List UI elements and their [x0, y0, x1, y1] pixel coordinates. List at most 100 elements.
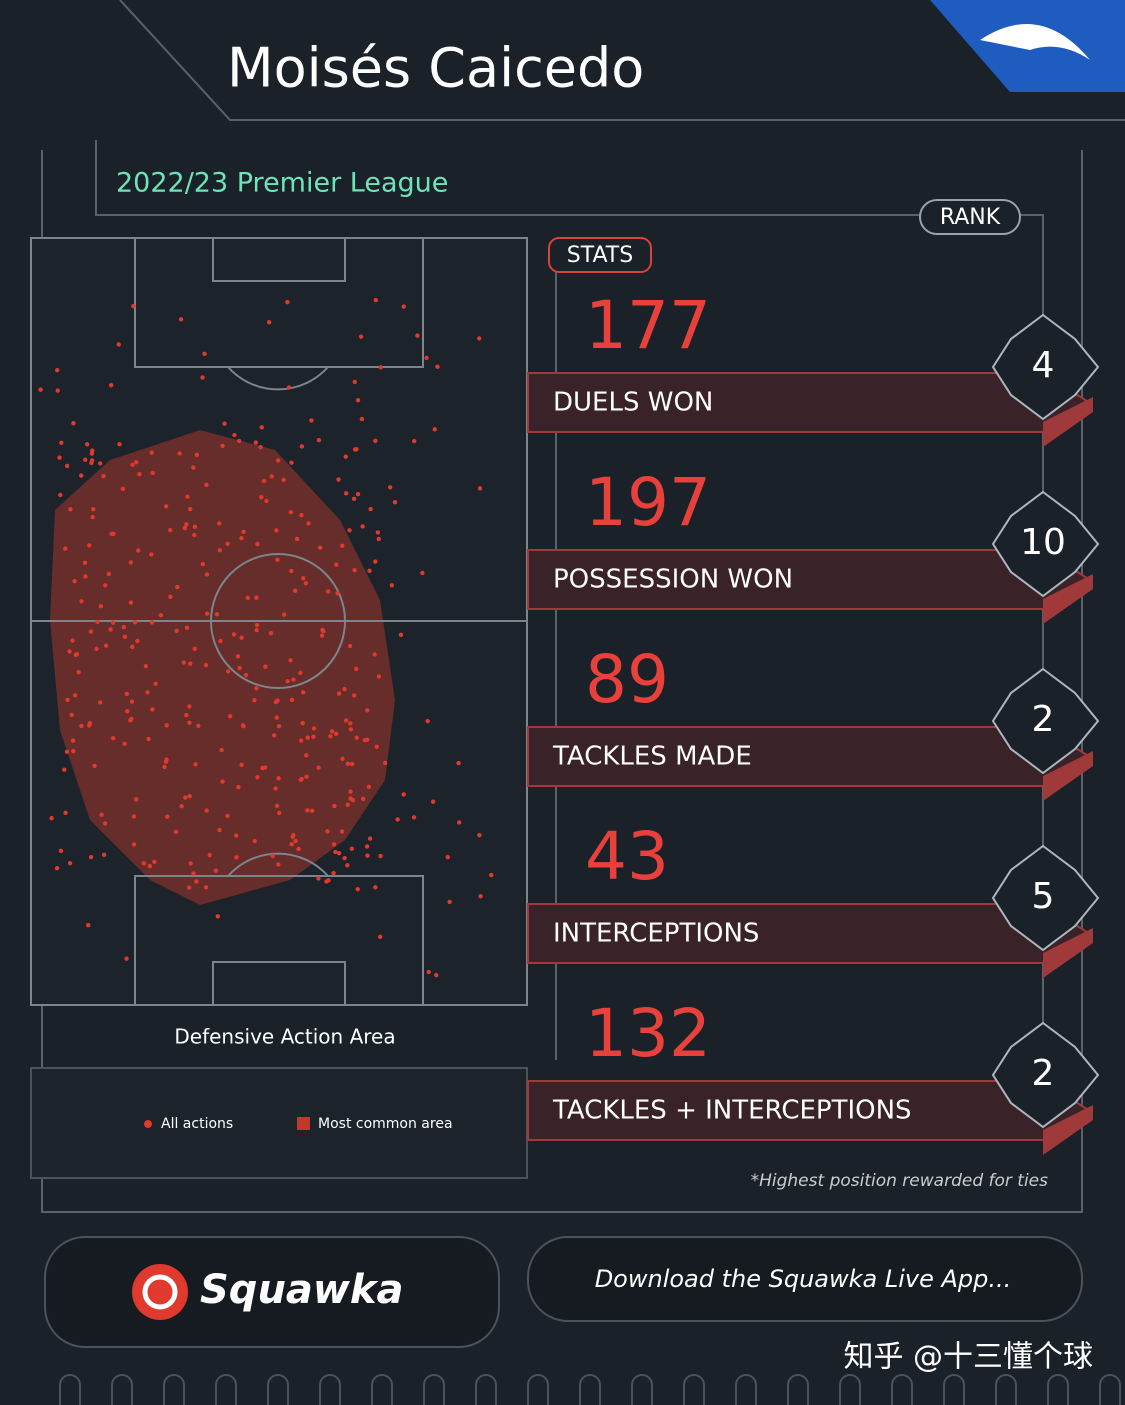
action-dot	[348, 789, 353, 794]
legend-dot	[144, 1120, 152, 1128]
action-dot	[348, 796, 353, 801]
action-dot	[398, 632, 404, 637]
action-dot	[355, 491, 361, 497]
action-dot	[236, 784, 241, 790]
action-dot	[72, 693, 78, 698]
action-dot	[131, 814, 137, 819]
action-dot	[275, 458, 281, 463]
action-dot	[274, 715, 279, 720]
action-dot	[110, 735, 116, 741]
deco-slot	[527, 1374, 549, 1405]
deco-slot	[891, 1374, 913, 1405]
deco-slot	[735, 1374, 757, 1405]
action-dot	[204, 808, 209, 813]
action-dot	[373, 297, 379, 303]
action-dot	[277, 810, 282, 816]
action-dot	[289, 841, 294, 847]
action-dot	[269, 474, 274, 479]
action-dot	[355, 886, 360, 892]
action-dot	[345, 802, 350, 807]
cta-box[interactable]	[527, 1236, 1083, 1322]
action-dot	[187, 704, 192, 709]
action-dot	[360, 796, 366, 802]
action-dot	[299, 512, 304, 518]
action-dot	[395, 817, 400, 822]
action-dot	[174, 628, 179, 633]
action-dot	[213, 868, 219, 873]
action-dot	[281, 612, 287, 617]
action-dot	[319, 633, 325, 638]
action-dot	[411, 815, 417, 820]
action-dot	[272, 733, 277, 738]
action-dot	[163, 504, 169, 509]
action-dot	[73, 652, 78, 657]
action-dot	[239, 635, 244, 640]
rank-shadow	[1043, 751, 1093, 801]
action-dot	[71, 748, 76, 754]
action-dot	[225, 541, 230, 546]
action-dot	[239, 536, 244, 541]
action-dot	[411, 438, 417, 444]
action-dot	[401, 792, 406, 797]
action-dot	[309, 808, 315, 813]
action-dot	[252, 838, 257, 844]
action-dot	[254, 595, 259, 600]
action-dot	[260, 765, 265, 771]
action-dot	[188, 661, 193, 666]
action-dot	[347, 528, 352, 533]
action-dot	[129, 699, 135, 704]
action-dot	[90, 514, 95, 520]
action-dot	[235, 654, 241, 659]
action-dot	[175, 584, 180, 590]
cta[interactable]: Download the Squawka Live App...	[595, 1265, 1012, 1293]
action-dot	[188, 861, 193, 866]
action-dot	[255, 775, 260, 780]
action-dot	[128, 600, 134, 605]
action-dot	[389, 583, 395, 588]
action-dot	[364, 844, 370, 849]
action-dot	[343, 491, 349, 496]
action-dot	[54, 865, 60, 871]
action-dot	[130, 462, 135, 467]
pitch	[30, 237, 528, 1006]
action-dot	[477, 336, 482, 341]
action-dot	[143, 664, 149, 669]
action-dot	[359, 416, 365, 422]
action-dot	[358, 334, 364, 339]
action-dot	[245, 595, 250, 600]
rank-line	[1020, 214, 1044, 1130]
action-dot	[317, 545, 323, 550]
action-dot	[87, 543, 92, 548]
action-dot	[372, 652, 377, 657]
action-dot	[241, 529, 246, 534]
action-dot	[85, 923, 91, 928]
action-dot	[316, 765, 321, 770]
stat-value: 197	[585, 464, 711, 541]
action-dot	[258, 444, 263, 450]
action-dot	[415, 333, 420, 338]
action-dot	[360, 524, 365, 529]
action-dot	[274, 528, 279, 533]
action-dot	[268, 630, 274, 636]
action-dot	[202, 351, 207, 357]
action-dot	[200, 561, 206, 567]
action-dot	[311, 726, 317, 731]
action-dot	[345, 761, 351, 766]
action-dot	[149, 620, 155, 625]
action-dot	[254, 627, 259, 633]
action-dot	[299, 444, 305, 449]
action-dot	[76, 669, 81, 675]
action-dot	[79, 473, 84, 478]
action-dot	[345, 863, 350, 868]
action-dot	[173, 829, 179, 835]
action-dot	[420, 570, 425, 576]
stat-label: POSSESSION WON	[553, 565, 793, 595]
action-dot	[141, 861, 147, 866]
action-dot	[290, 834, 296, 840]
action-dot	[352, 379, 358, 385]
rank-pill	[919, 199, 1021, 235]
action-dot	[89, 451, 95, 456]
action-dot	[336, 691, 342, 696]
action-dot	[311, 734, 316, 740]
action-dot	[219, 747, 224, 753]
